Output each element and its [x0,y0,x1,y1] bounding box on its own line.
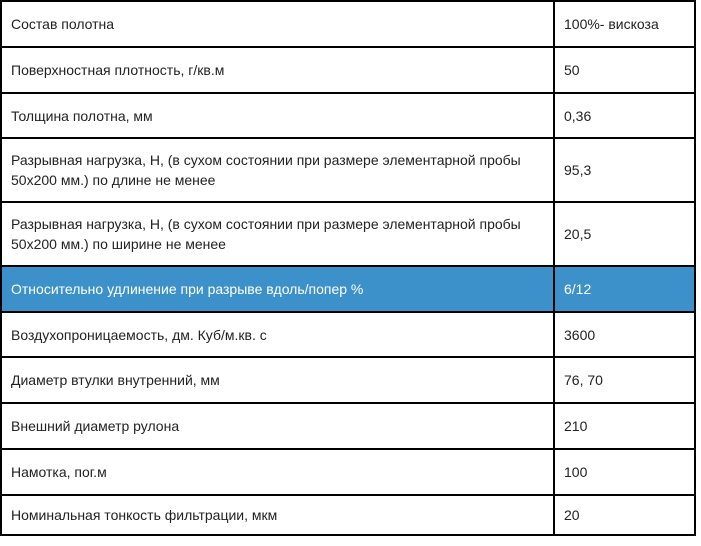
value-cell: 95,3 [553,137,696,203]
parameter-cell: Разрывная нагрузка, Н, (в сухом состояни… [0,201,555,267]
parameter-cell: Номинальная тонкость фильтрации, мкм [0,494,555,536]
value-cell: 6/12 [553,265,696,313]
table-row: Разрывная нагрузка, Н, (в сухом состояни… [0,201,696,267]
parameter-cell: Разрывная нагрузка, Н, (в сухом состояни… [0,137,555,203]
parameter-cell: Поверхностная плотность, г/кв.м [0,46,555,94]
table-row: Номинальная тонкость фильтрации, мкм 20 [0,494,696,536]
parameter-cell: Намотка, пог.м [0,448,555,496]
value-cell: 210 [553,402,696,450]
table-row: Диаметр втулки внутренний, мм 76, 70 [0,356,696,404]
value-cell: 3600 [553,311,696,358]
value-cell: 50 [553,46,696,94]
table-row: Состав полотна 100%- вискоза [0,0,696,48]
table-row: Поверхностная плотность, г/кв.м 50 [0,46,696,94]
parameter-cell: Относительно удлинение при разрыве вдоль… [0,265,555,313]
table-row: Относительно удлинение при разрыве вдоль… [0,265,696,313]
value-cell: 100%- вискоза [553,0,696,48]
table-row: Толщина полотна, мм 0,36 [0,92,696,139]
value-cell: 20 [553,494,696,536]
parameter-cell: Толщина полотна, мм [0,92,555,139]
value-cell: 76, 70 [553,356,696,404]
specifications-table: Состав полотна 100%- вискоза Поверхностная… [0,0,696,536]
value-cell: 0,36 [553,92,696,139]
table-row: Внешний диаметр рулона 210 [0,402,696,450]
value-cell: 20,5 [553,201,696,267]
value-cell: 100 [553,448,696,496]
parameter-cell: Внешний диаметр рулона [0,402,555,450]
parameter-cell: Состав полотна [0,0,555,48]
parameter-cell: Диаметр втулки внутренний, мм [0,356,555,404]
table-row: Разрывная нагрузка, Н, (в сухом состояни… [0,137,696,203]
table-row: Намотка, пог.м 100 [0,448,696,496]
table-row: Воздухопроницаемость, дм. Куб/м.кв. с 360… [0,311,696,358]
parameter-cell: Воздухопроницаемость, дм. Куб/м.кв. с [0,311,555,358]
